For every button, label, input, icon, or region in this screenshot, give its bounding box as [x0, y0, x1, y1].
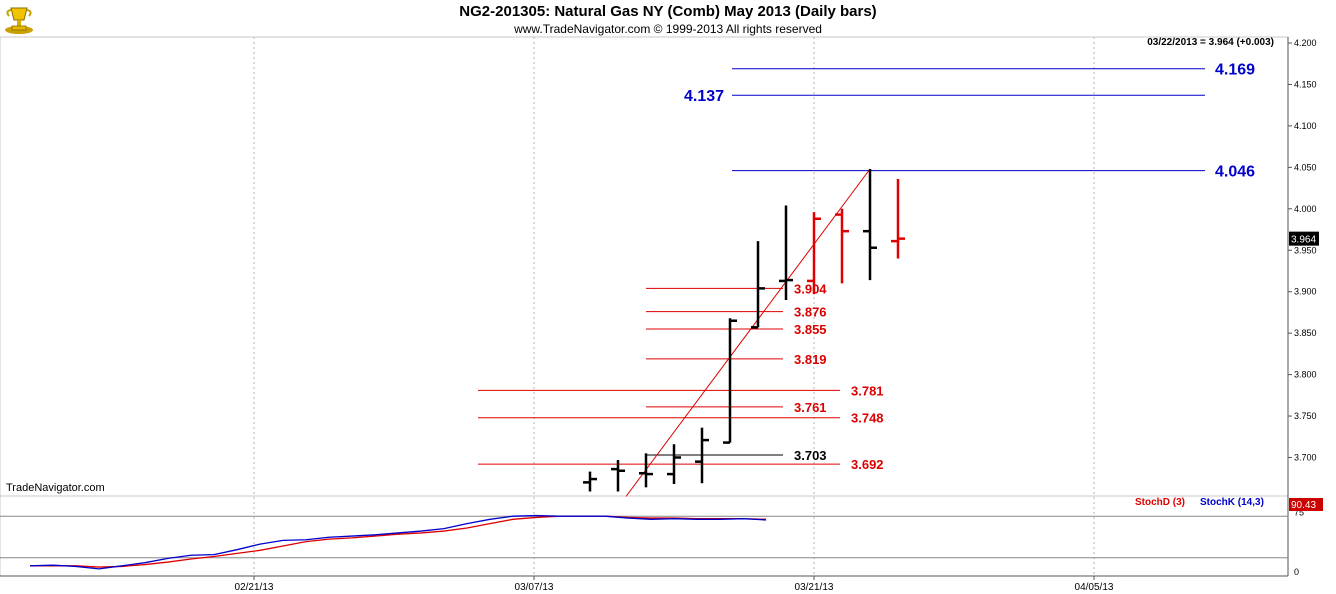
y-tick-label: 4.100 [1294, 121, 1317, 131]
trend-line [625, 168, 871, 497]
level-label: 3.855 [794, 322, 827, 337]
bar-layer [583, 169, 905, 492]
level-layer: 4.169 4.137 4.046 3.904 3.876 3.855 3.819 3.781… [478, 62, 1255, 472]
ohlc-bar [751, 241, 765, 329]
level-label: 4.046 [1215, 164, 1255, 181]
level-label: 3.748 [851, 411, 884, 426]
level-label: 4.137 [684, 88, 724, 105]
stoch-y-tick-label: 75 [1294, 508, 1304, 518]
ohlc-bar [835, 208, 849, 284]
stoch-value-label: 90.43 [1291, 500, 1316, 511]
stoch-y-tick-label: 0 [1294, 567, 1299, 577]
current-price-tag [1289, 231, 1319, 246]
stoch-k-line [29, 514, 767, 570]
y-tick-label: 3.850 [1294, 328, 1317, 338]
ohlc-bar [723, 318, 737, 444]
y-tick-label: 3.900 [1294, 287, 1317, 297]
ohlc-bar [779, 205, 793, 300]
level-label: 4.169 [1215, 62, 1255, 79]
ohlc-bar [667, 444, 681, 485]
stoch-d-legend: StochD (3) [1135, 497, 1185, 508]
ohlc-bar [891, 178, 905, 259]
x-tick-label: 03/07/13 [515, 582, 554, 593]
level-label: 3.703 [794, 448, 827, 463]
ohlc-bar [863, 169, 877, 281]
level-label: 3.876 [794, 305, 827, 320]
x-tick-label: 04/05/13 [1075, 582, 1114, 593]
stoch-value-tag [1289, 498, 1323, 511]
y-tick-label: 4.200 [1294, 38, 1317, 48]
axis-layer: 02/21/13 03/07/13 03/21/13 04/05/13 4.200 4.1… [235, 38, 1319, 593]
y-tick-label: 3.700 [1294, 453, 1317, 463]
ohlc-bar [583, 471, 597, 492]
x-tick-label: 03/21/13 [795, 582, 834, 593]
level-label: 3.819 [794, 352, 827, 367]
stoch-d-line [30, 515, 767, 568]
y-tick-label: 4.050 [1294, 162, 1317, 172]
current-price-label: 3.964 [1291, 235, 1316, 246]
ohlc-bar [695, 427, 709, 484]
stoch-k-legend: StochK (14,3) [1200, 497, 1264, 508]
level-label: 3.904 [794, 281, 827, 296]
ohlc-bar [611, 459, 625, 492]
x-tick-label: 02/21/13 [235, 582, 274, 593]
level-label: 3.692 [851, 457, 884, 472]
level-label: 3.761 [794, 400, 827, 415]
trend-layer [625, 168, 871, 497]
trade-navigator-logo [5, 7, 33, 34]
copyright-text: www.TradeNavigator.com © 1999-2013 All r… [514, 22, 822, 36]
level-label: 3.781 [851, 383, 884, 398]
stoch-layer: 75 0 90.43 [0, 498, 1323, 577]
chart-title: NG2-201305: Natural Gas NY (Comb) May 20… [459, 3, 877, 20]
watermark-text: TradeNavigator.com [6, 482, 105, 494]
ohlc-bar [807, 212, 821, 295]
y-tick-label: 3.950 [1294, 245, 1317, 255]
y-tick-label: 3.750 [1294, 411, 1317, 421]
ohlc-bar [639, 453, 653, 488]
y-tick-label: 3.800 [1294, 370, 1317, 380]
y-tick-label: 4.000 [1294, 204, 1317, 214]
y-tick-label: 4.150 [1294, 79, 1317, 89]
last-bar-readout: 03/22/2013 = 3.964 (+0.003) [1147, 37, 1274, 48]
